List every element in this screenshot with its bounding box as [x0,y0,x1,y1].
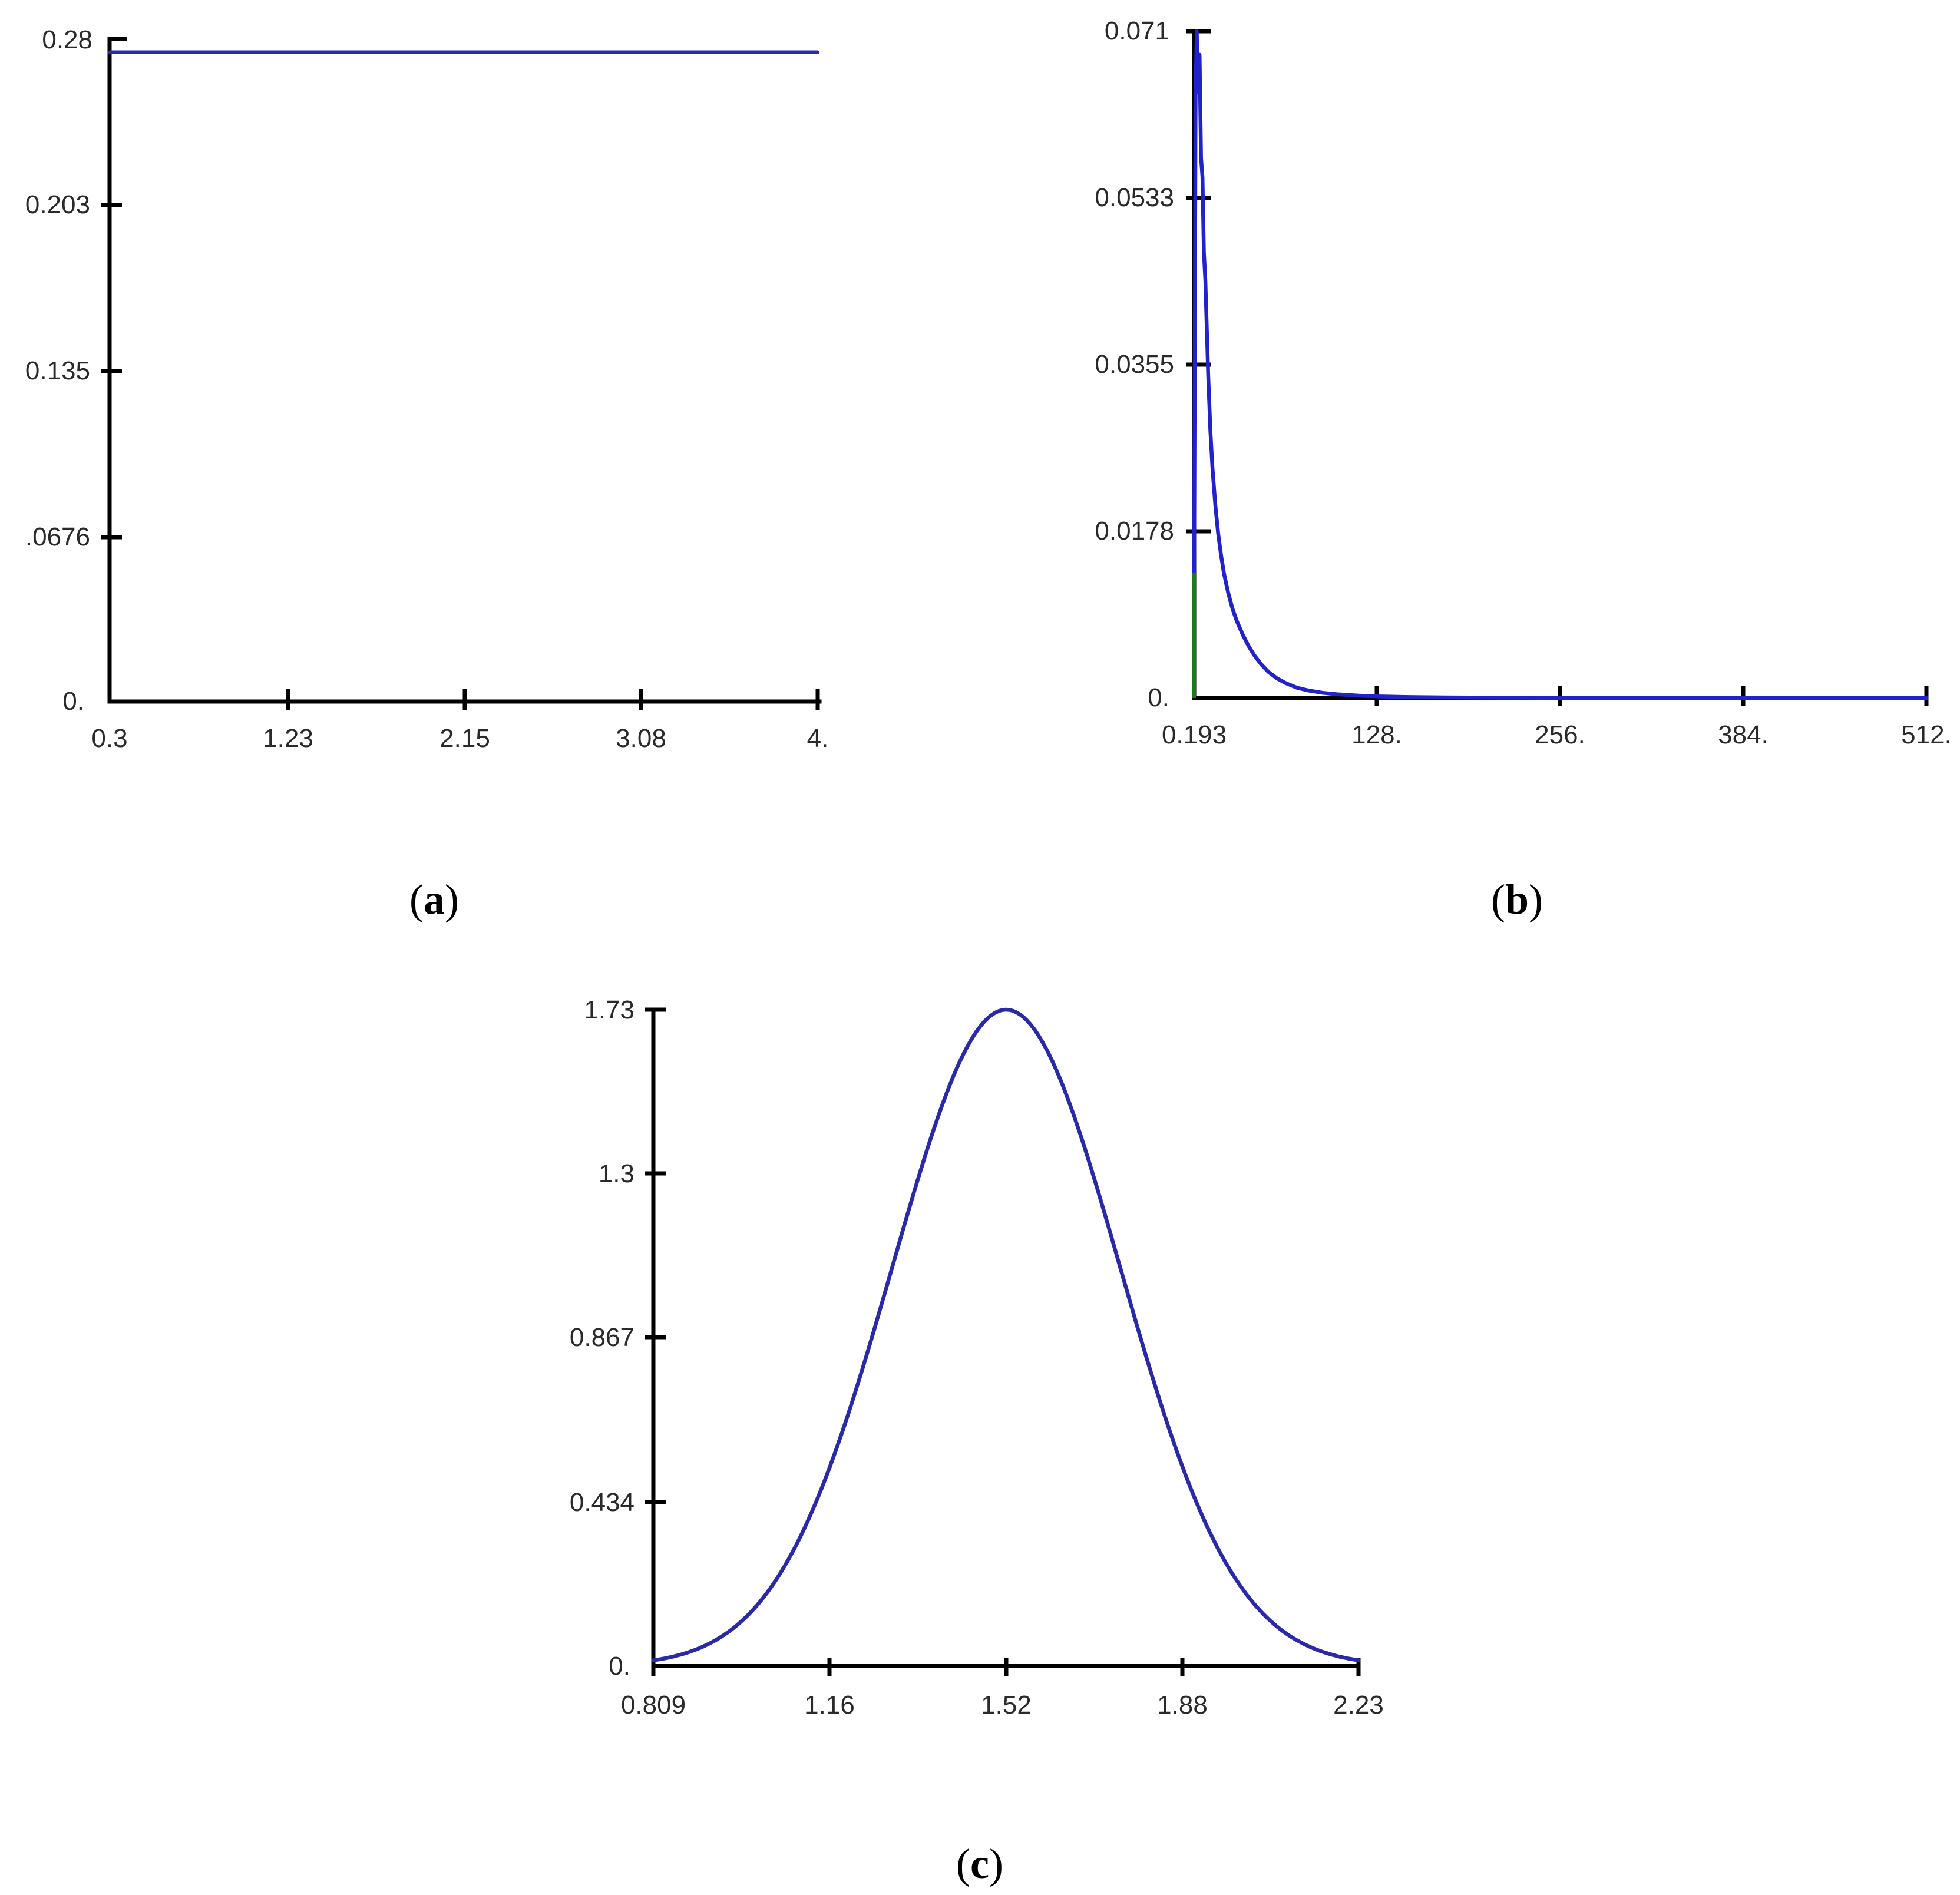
panel-a-x-tick-label: 2.15 [439,724,490,753]
panel-b-x-tick-label: 128. [1351,720,1402,749]
panel-c-x-ticks: 0.809 1.16 1.52 1.88 2.23 [621,1658,1384,1719]
panel-b-plot [1192,29,1929,700]
caption-c-letter: c [970,1840,989,1887]
caption-c: (c) [956,1840,1003,1887]
panel-c-series-line [651,1007,1361,1662]
panel-b-axes [1192,29,1929,700]
panel-b-y-tick-label: 0.071 [1105,16,1169,45]
caption-b-letter: b [1505,876,1529,923]
panel-b-x-tick-label: 512. [1901,720,1952,749]
caption-b-open: ( [1491,876,1505,923]
panel-c: 1.73 1.3 0.867 0.434 0. 0.809 1.16 1.52 … [570,996,1384,1719]
panel-c-x-tick-label: 1.52 [981,1691,1032,1719]
panel-b-x-tick-label: 256. [1535,720,1585,749]
panel-c-y-tick-label: 0.434 [570,1488,634,1517]
panel-b-y-tick-label: 0.0533 [1095,183,1174,212]
panel-c-y-tick-label: 0. [609,1652,630,1681]
panel-a-x-tick-label: 0.3 [91,724,127,753]
caption-b: (b) [1491,876,1543,923]
caption-b-close: ) [1529,876,1543,923]
panel-c-x-tick-label: 1.16 [804,1691,855,1719]
panel-b-y-tick-label: 0. [1148,683,1169,712]
panel-c-x-tick-label: 1.88 [1157,1691,1208,1719]
panel-b-x-tick-label: 384. [1718,720,1769,749]
caption-a-close: ) [445,876,459,923]
caption-a-open: ( [409,876,424,923]
panel-c-x-tick-label: 2.23 [1333,1691,1384,1719]
panel-b: 0.071 0.0533 0.0355 0.0178 0. 0.193 128.… [1095,16,1951,749]
caption-a: (a) [409,876,459,923]
panel-b-x-tick-label: 0.193 [1162,720,1227,749]
panel-b-y-tick-label: 0.0178 [1095,517,1174,545]
caption-a-letter: a [424,876,445,923]
panel-c-y-tick-label: 0.867 [570,1323,634,1352]
panel-a-x-ticks: 0.3 1.23 2.15 3.08 4. [91,689,828,753]
panel-a-x-tick-label: 4. [807,724,829,753]
panel-c-y-ticks: 1.73 1.3 0.867 0.434 0. [570,996,666,1681]
panel-a-x-tick-label: 1.23 [263,724,313,753]
panel-a-axes [107,37,822,704]
panel-a: 0.28 0.203 0.135 .0676 0. 0.3 1.23 2.15 … [25,25,828,753]
panel-c-axes [651,1007,1361,1668]
panel-b-series-line [1192,29,1929,700]
panel-c-y-tick-label: 1.73 [584,996,634,1024]
caption-c-open: ( [956,1840,970,1887]
panel-a-y-tick-label: 0.203 [25,190,90,219]
caption-c-close: ) [989,1840,1003,1887]
panel-c-x-tick-label: 0.809 [621,1691,686,1719]
panel-a-y-tick-label: 0.28 [42,25,92,54]
panel-a-y-ticks: 0.28 0.203 0.135 .0676 0. [25,25,127,716]
panel-a-x-tick-label: 3.08 [616,724,666,753]
panel-b-y-ticks: 0.071 0.0533 0.0355 0.0178 0. [1095,16,1211,712]
panel-a-y-tick-label: 0. [62,687,84,716]
panel-a-y-tick-label: 0.135 [25,356,90,385]
panel-c-y-tick-label: 1.3 [599,1159,634,1188]
panel-c-plot [651,1007,1361,1662]
panel-b-x-ticks: 0.193 128. 256. 384. 512. [1162,686,1952,749]
panel-a-y-tick-label: .0676 [25,522,90,551]
panel-b-y-tick-label: 0.0355 [1095,350,1174,379]
